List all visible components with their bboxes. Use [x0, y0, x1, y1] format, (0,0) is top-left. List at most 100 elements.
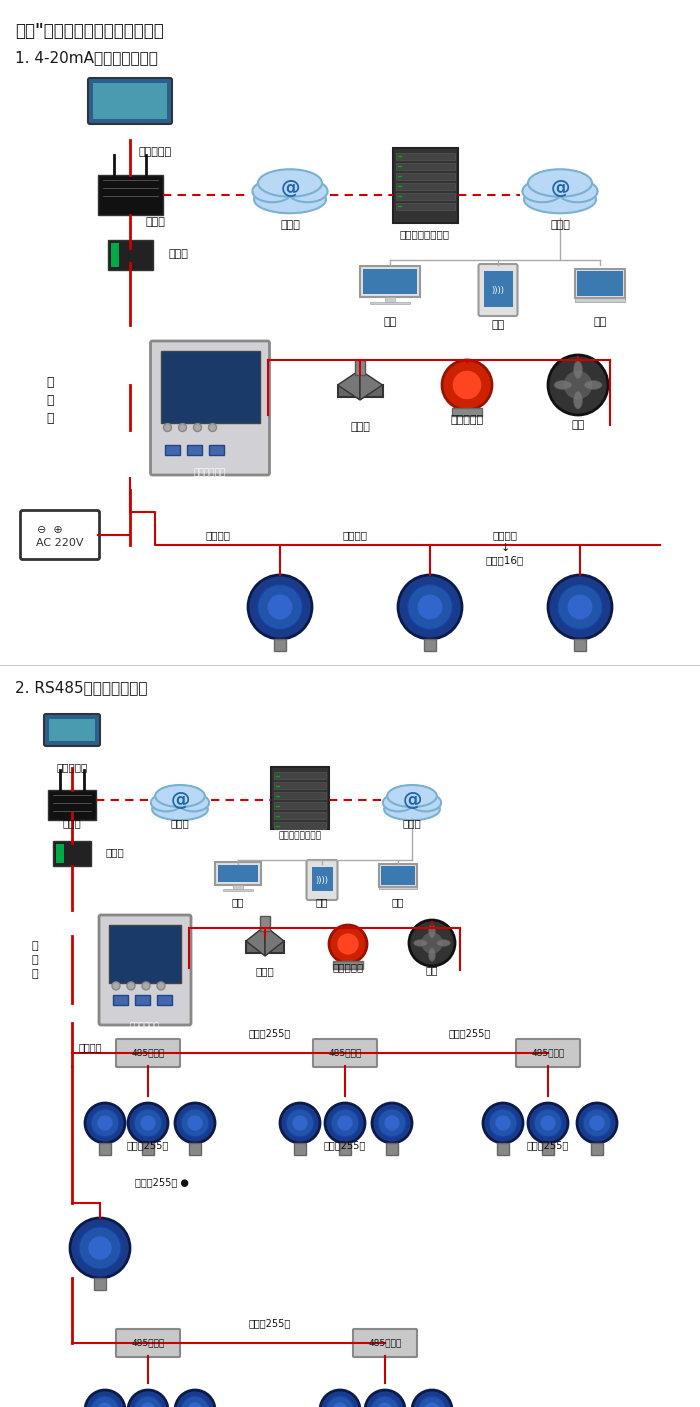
Circle shape: [337, 1114, 353, 1131]
Text: 单机版电脑: 单机版电脑: [139, 146, 172, 158]
Ellipse shape: [522, 180, 562, 203]
Circle shape: [181, 1396, 209, 1407]
Circle shape: [534, 1109, 562, 1137]
Bar: [260, 916, 270, 931]
Text: @: @: [280, 179, 300, 198]
Circle shape: [548, 575, 612, 639]
Bar: [294, 1142, 306, 1155]
Bar: [99, 1142, 111, 1155]
Circle shape: [193, 424, 202, 432]
Bar: [484, 272, 512, 307]
Text: 通
讯
线: 通 讯 线: [32, 941, 38, 979]
Circle shape: [483, 1103, 523, 1142]
Text: 485中继器: 485中继器: [132, 1048, 164, 1058]
Bar: [577, 272, 623, 297]
Circle shape: [88, 1235, 112, 1261]
Ellipse shape: [253, 180, 293, 203]
Circle shape: [112, 982, 120, 991]
FancyBboxPatch shape: [99, 915, 191, 1026]
Circle shape: [563, 370, 593, 400]
Text: 转换器: 转换器: [168, 249, 188, 259]
Circle shape: [97, 1114, 113, 1131]
Bar: [271, 767, 329, 829]
Text: 1. 4-20mA信号连接系统图: 1. 4-20mA信号连接系统图: [15, 51, 158, 65]
Bar: [215, 862, 261, 885]
Ellipse shape: [524, 186, 596, 214]
Bar: [223, 889, 253, 891]
Text: @: @: [550, 179, 570, 198]
Bar: [497, 1142, 509, 1155]
Ellipse shape: [383, 794, 414, 812]
Circle shape: [140, 1114, 156, 1131]
Circle shape: [267, 594, 293, 620]
Bar: [142, 1142, 154, 1155]
Bar: [56, 844, 64, 862]
Circle shape: [583, 1109, 611, 1137]
Text: 可连接255台: 可连接255台: [324, 1140, 366, 1150]
Text: 可连接255台: 可连接255台: [249, 1029, 291, 1038]
Ellipse shape: [288, 180, 328, 203]
Bar: [186, 445, 202, 454]
Ellipse shape: [573, 391, 582, 409]
FancyBboxPatch shape: [88, 77, 172, 124]
Bar: [97, 174, 162, 215]
Bar: [395, 162, 454, 169]
Circle shape: [187, 1114, 203, 1131]
Text: 终端: 终端: [594, 317, 607, 326]
Bar: [274, 639, 286, 651]
FancyBboxPatch shape: [353, 1330, 417, 1356]
Bar: [379, 886, 417, 889]
Ellipse shape: [254, 186, 326, 214]
Bar: [312, 867, 332, 891]
Text: 信号输出: 信号输出: [78, 1043, 102, 1052]
Text: 信号输出: 信号输出: [342, 530, 368, 540]
Polygon shape: [265, 926, 284, 955]
Circle shape: [175, 1390, 215, 1407]
Text: 互联网: 互联网: [402, 817, 421, 827]
Text: )))): )))): [491, 286, 505, 294]
Bar: [363, 269, 417, 294]
Bar: [274, 782, 326, 789]
FancyBboxPatch shape: [116, 1330, 180, 1356]
Circle shape: [128, 1103, 168, 1142]
Text: 单机版电脑: 单机版电脑: [57, 763, 88, 772]
Bar: [218, 865, 258, 882]
Text: 安帕尔网络服务器: 安帕尔网络服务器: [400, 229, 450, 239]
Ellipse shape: [437, 940, 450, 947]
Circle shape: [178, 424, 186, 432]
Text: 故障报警主机: 故障报警主机: [194, 469, 226, 477]
Circle shape: [286, 1109, 314, 1137]
Bar: [370, 303, 410, 304]
Text: 声光报警器: 声光报警器: [332, 962, 363, 972]
Bar: [395, 183, 454, 190]
Text: 485中继器: 485中继器: [328, 1048, 362, 1058]
Bar: [93, 83, 167, 120]
Bar: [333, 961, 363, 969]
Circle shape: [164, 424, 172, 432]
Bar: [393, 148, 458, 222]
Circle shape: [140, 1401, 156, 1407]
Circle shape: [292, 1114, 308, 1131]
Text: ↓: ↓: [500, 543, 510, 553]
Bar: [113, 995, 128, 1005]
Circle shape: [91, 1109, 119, 1137]
FancyBboxPatch shape: [20, 511, 99, 560]
Text: 485中继器: 485中继器: [132, 1338, 164, 1348]
Text: AC 220V: AC 220V: [36, 537, 84, 547]
Text: 信号输出: 信号输出: [206, 530, 230, 540]
Ellipse shape: [258, 169, 322, 197]
Text: 风机: 风机: [571, 421, 584, 431]
Text: ⊖  ⊕: ⊖ ⊕: [37, 525, 63, 535]
Bar: [385, 297, 395, 303]
Circle shape: [248, 575, 312, 639]
Text: 通
讯
线: 通 讯 线: [46, 376, 54, 425]
Ellipse shape: [528, 169, 592, 197]
Bar: [135, 995, 150, 1005]
Text: 安帕尔网络服务器: 安帕尔网络服务器: [279, 832, 321, 840]
Text: 可连接16个: 可连接16个: [486, 554, 524, 566]
Text: @: @: [402, 791, 421, 810]
Circle shape: [372, 1103, 412, 1142]
Ellipse shape: [428, 947, 435, 961]
Polygon shape: [246, 926, 265, 955]
Bar: [274, 822, 326, 829]
